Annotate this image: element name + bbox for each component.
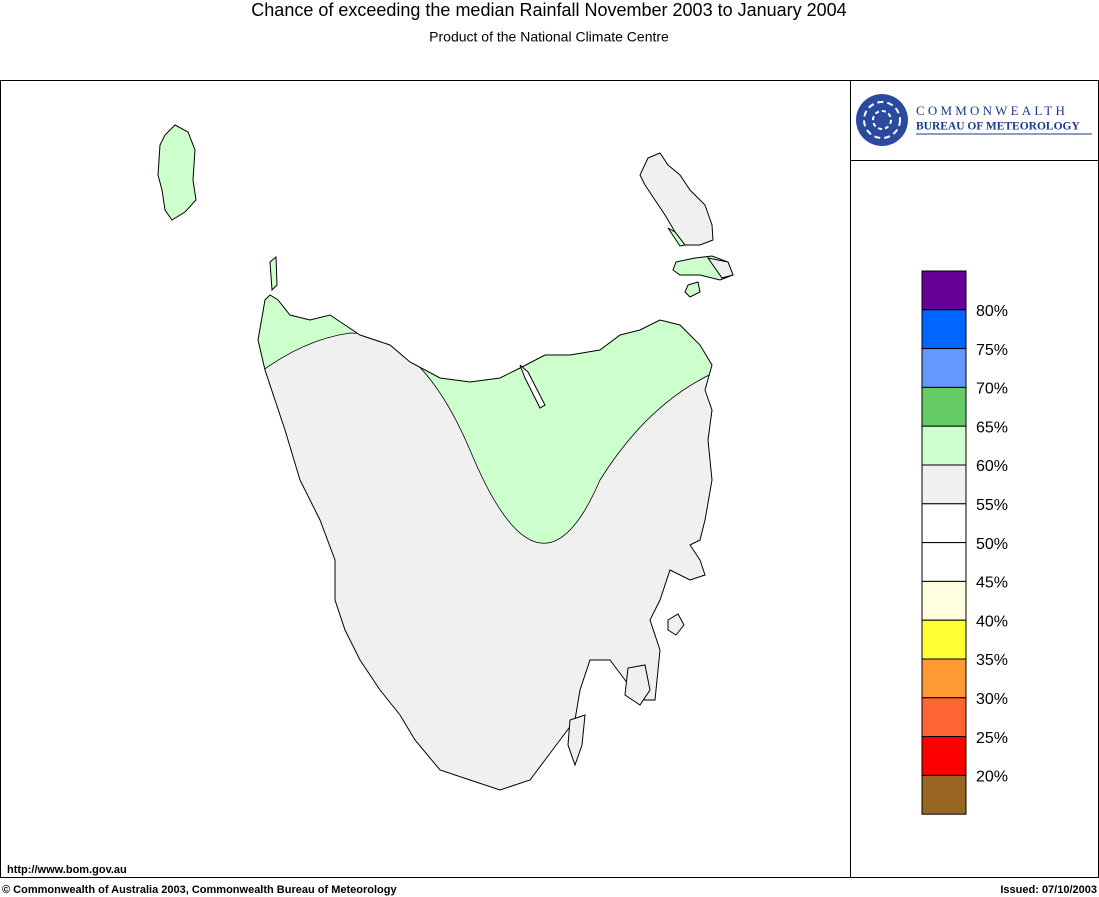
legend-label: 70%: [976, 381, 1008, 398]
flinders-island: [639, 152, 714, 246]
legend-swatch: [921, 348, 967, 388]
url: http://www.bom.gov.au: [7, 864, 127, 876]
legend-label: 25%: [976, 730, 1008, 747]
tamar-river: [519, 364, 546, 409]
legend: 80% 75% 70% 65% 60% 55% 50% 45% 40% 35% 30% 25% 20%: [921, 270, 1008, 815]
tasman-peninsula: [624, 664, 651, 706]
cape-barren-grey: [706, 257, 734, 279]
legend-label: 35%: [976, 652, 1008, 669]
legend-swatch: [921, 270, 967, 311]
logo-swirl: [863, 101, 901, 139]
legend-label: 45%: [976, 575, 1008, 592]
logo: COMMONWEALTH BUREAU OF METEOROLOGY: [856, 94, 1092, 146]
king-island: [157, 124, 197, 221]
legend-swatch: [921, 464, 967, 505]
legend-swatch: [921, 425, 967, 466]
legend-label: 55%: [976, 497, 1008, 514]
legend-label: 30%: [976, 691, 1008, 708]
region-60: [258, 295, 712, 544]
logo-line2: BUREAU OF METEOROLOGY: [916, 121, 1080, 133]
legend-label: 65%: [976, 419, 1008, 436]
legend-swatch: [921, 580, 967, 621]
maria-island: [667, 613, 685, 636]
legend-swatch: [921, 697, 967, 738]
legend-label: 80%: [976, 303, 1008, 320]
legend-swatch: [921, 774, 967, 815]
title: Chance of exceeding the median Rainfall …: [251, 0, 846, 20]
legend-swatch: [921, 503, 967, 544]
legend-swatch: [921, 736, 967, 776]
legend-swatch: [921, 619, 967, 660]
islet: [269, 255, 278, 292]
legend-label: 50%: [976, 536, 1008, 553]
map: [157, 124, 734, 791]
legend-label: 20%: [976, 769, 1008, 786]
legend-label: 60%: [976, 458, 1008, 475]
legend-swatch: [921, 658, 967, 699]
legend-swatch: [921, 542, 967, 582]
logo-line1: COMMONWEALTH: [916, 103, 1068, 118]
legend-label: 75%: [976, 342, 1008, 359]
flinders-green: [667, 227, 686, 247]
clarke-island: [684, 281, 701, 298]
copyright: © Commonwealth of Australia 2003, Common…: [2, 884, 397, 896]
coastline: [257, 294, 713, 791]
issued: Issued: 07/10/2003: [1000, 884, 1097, 896]
logo-swirl: [872, 110, 892, 130]
legend-label: 40%: [976, 613, 1008, 630]
legend-swatch: [921, 386, 967, 427]
bruny-island: [567, 714, 586, 767]
subtitle: Product of the National Climate Centre: [429, 29, 669, 45]
legend-swatch: [921, 309, 967, 350]
